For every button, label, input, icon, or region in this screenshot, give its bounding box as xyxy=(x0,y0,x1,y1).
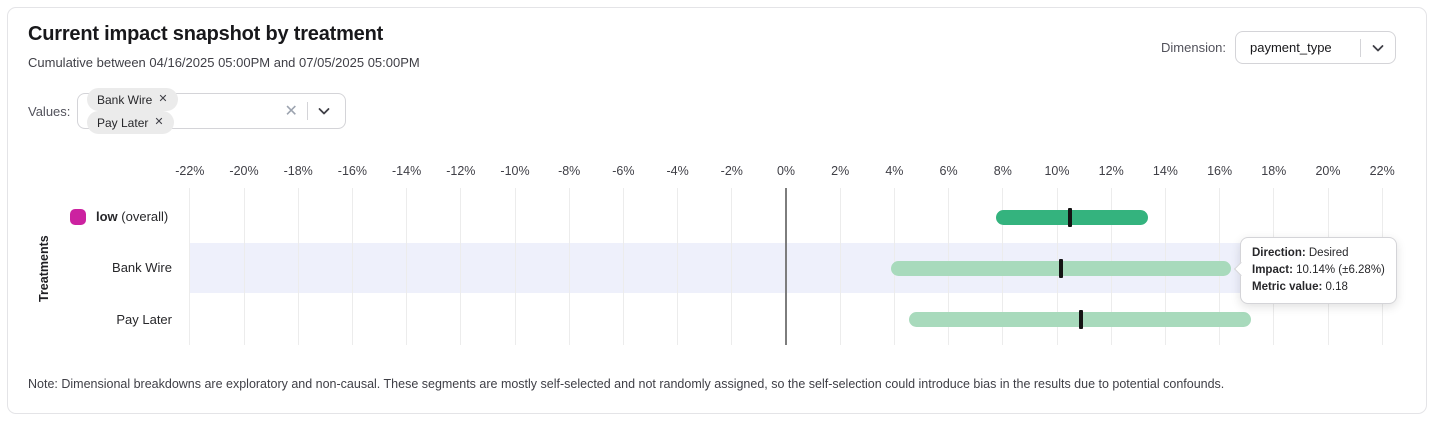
x-axis-tick-label: -4% xyxy=(666,164,689,178)
x-axis-tick-label: -6% xyxy=(612,164,635,178)
chip-remove-icon[interactable]: ✕ xyxy=(154,116,164,128)
legend-swatch xyxy=(70,208,86,225)
row-label: low (overall) xyxy=(96,209,169,224)
x-axis-tick-label: -12% xyxy=(446,164,476,178)
bar-tooltip: Direction: Desired Impact: 10.14% (±6.28… xyxy=(1240,237,1397,304)
x-axis-tick-label: 16% xyxy=(1207,164,1233,178)
x-axis-tick-label: 18% xyxy=(1261,164,1287,178)
x-axis-tick-label: -10% xyxy=(500,164,530,178)
x-axis-tick-label: 20% xyxy=(1315,164,1341,178)
row-label: Pay Later xyxy=(116,311,172,327)
impact-point-marker xyxy=(1068,207,1072,227)
values-label: Values: xyxy=(28,104,71,119)
zero-baseline xyxy=(785,188,787,345)
tooltip-metric-row: Metric value: 0.18 xyxy=(1252,281,1348,293)
x-axis-tick-label: -16% xyxy=(337,164,367,178)
chevron-down-icon[interactable] xyxy=(308,104,341,118)
select-divider xyxy=(1360,38,1361,57)
chip-label: Bank Wire xyxy=(97,92,153,107)
x-axis-tick-label: -8% xyxy=(558,164,581,178)
x-axis-tick-label: 8% xyxy=(993,164,1012,178)
x-axis-tick-label: 6% xyxy=(939,164,958,178)
value-chip[interactable]: Pay Later ✕ xyxy=(87,111,174,134)
x-axis-tick-label: -2% xyxy=(720,164,743,178)
gridline xyxy=(839,188,841,345)
gridline xyxy=(677,188,679,345)
page-title: Current impact snapshot by treatment xyxy=(28,23,384,45)
x-axis-tick-label: 14% xyxy=(1152,164,1178,178)
tooltip-direction-row: Direction: Desired xyxy=(1252,247,1349,259)
dimension-select[interactable]: payment_type xyxy=(1235,31,1396,64)
x-axis-tick-label: 12% xyxy=(1098,164,1124,178)
date-range-subtitle: Cumulative between 04/16/2025 05:00PM an… xyxy=(28,55,420,70)
chevron-down-icon[interactable] xyxy=(1361,41,1395,55)
x-axis-tick-label: 2% xyxy=(831,164,850,178)
gridline xyxy=(514,188,516,345)
x-axis-tick-label: 4% xyxy=(885,164,904,178)
x-axis-tick-label: 0% xyxy=(776,164,796,178)
tooltip-impact-row: Impact: 10.14% (±6.28%) xyxy=(1252,264,1385,276)
values-multiselect[interactable]: Bank Wire ✕ Pay Later ✕ ✕ xyxy=(77,88,346,134)
clear-all-icon[interactable]: ✕ xyxy=(284,103,298,120)
gridline xyxy=(406,188,408,345)
selected-value-chips: Bank Wire ✕ Pay Later ✕ xyxy=(87,88,275,134)
select-divider xyxy=(306,102,308,120)
row-label: Bank Wire xyxy=(112,260,172,275)
value-chip[interactable]: Bank Wire ✕ xyxy=(87,88,178,111)
x-axis-tick-label: -20% xyxy=(229,164,259,178)
disclaimer-note: Note: Dimensional breakdowns are explora… xyxy=(28,377,1225,391)
x-axis-tick-label: -22% xyxy=(175,164,205,178)
y-axis-title: Treatments xyxy=(37,235,51,303)
x-axis-tick-label: -18% xyxy=(283,164,313,178)
gridline xyxy=(351,188,353,345)
chip-label: Pay Later xyxy=(97,115,149,130)
gridline xyxy=(243,188,245,345)
gridline xyxy=(622,188,624,345)
gridline xyxy=(568,188,570,345)
gridline xyxy=(189,188,191,345)
x-axis-tick-label: -14% xyxy=(392,164,422,178)
x-axis-tick-label: 10% xyxy=(1044,164,1070,178)
chip-remove-icon[interactable]: ✕ xyxy=(158,93,168,105)
impact-point-marker xyxy=(1058,258,1063,278)
dimension-label: Dimension: xyxy=(1161,40,1227,55)
gridline xyxy=(297,188,299,345)
impact-point-marker xyxy=(1078,310,1083,329)
dimension-selected-value: payment_type xyxy=(1250,40,1332,55)
gridline xyxy=(460,188,462,345)
x-axis-tick-label: 22% xyxy=(1369,164,1395,178)
gridline xyxy=(731,188,733,345)
